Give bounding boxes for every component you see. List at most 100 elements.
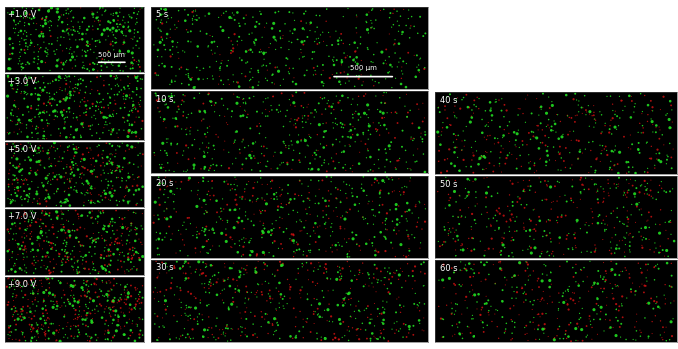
Point bbox=[38, 136, 49, 141]
Point bbox=[98, 156, 108, 162]
Point bbox=[94, 136, 105, 141]
Point bbox=[12, 280, 23, 285]
Point bbox=[626, 141, 637, 147]
Point bbox=[68, 162, 79, 168]
Point bbox=[399, 303, 410, 309]
Point bbox=[409, 235, 420, 240]
Point bbox=[58, 211, 69, 217]
Point bbox=[104, 269, 115, 275]
Point bbox=[125, 294, 136, 299]
Point bbox=[93, 152, 104, 157]
Point bbox=[656, 159, 666, 164]
Point bbox=[368, 222, 379, 227]
Point bbox=[535, 299, 546, 304]
Point bbox=[326, 155, 337, 161]
Point bbox=[573, 324, 584, 330]
Point bbox=[86, 192, 97, 197]
Point bbox=[450, 301, 461, 307]
Point bbox=[369, 234, 380, 240]
Point bbox=[523, 338, 534, 343]
Point bbox=[79, 95, 90, 101]
Point bbox=[344, 129, 355, 134]
Point bbox=[45, 101, 56, 106]
Point bbox=[445, 91, 456, 97]
Point bbox=[183, 112, 194, 117]
Point bbox=[98, 255, 109, 261]
Point bbox=[211, 323, 222, 329]
Point bbox=[605, 165, 616, 170]
Point bbox=[520, 268, 531, 274]
Point bbox=[596, 221, 607, 226]
Point bbox=[56, 295, 67, 300]
Point bbox=[267, 322, 278, 328]
Point bbox=[250, 331, 260, 337]
Point bbox=[9, 177, 20, 183]
Point bbox=[636, 206, 647, 212]
Point bbox=[462, 305, 473, 311]
Point bbox=[307, 49, 318, 55]
Point bbox=[40, 60, 51, 65]
Point bbox=[481, 137, 492, 142]
Point bbox=[649, 249, 660, 255]
Point bbox=[331, 136, 342, 142]
Point bbox=[224, 165, 235, 171]
Point bbox=[102, 298, 113, 303]
Point bbox=[172, 109, 182, 115]
Point bbox=[275, 185, 285, 190]
Point bbox=[14, 126, 25, 132]
Point bbox=[244, 78, 255, 83]
Point bbox=[59, 312, 70, 318]
Point bbox=[31, 124, 42, 129]
Point bbox=[153, 195, 164, 201]
Point bbox=[504, 229, 515, 234]
Point bbox=[52, 146, 63, 151]
Point bbox=[203, 314, 214, 320]
Point bbox=[317, 288, 327, 294]
Point bbox=[121, 26, 132, 32]
Point bbox=[64, 203, 75, 208]
Point bbox=[479, 248, 490, 253]
Point bbox=[449, 270, 460, 275]
Point bbox=[111, 54, 121, 59]
Point bbox=[327, 242, 338, 248]
Point bbox=[26, 339, 37, 344]
Point bbox=[592, 295, 603, 300]
Point bbox=[283, 211, 294, 217]
Point bbox=[641, 186, 652, 191]
Point bbox=[327, 319, 338, 325]
Point bbox=[635, 266, 646, 271]
Point bbox=[275, 28, 285, 34]
Point bbox=[605, 269, 616, 274]
Point bbox=[589, 249, 600, 254]
Point bbox=[20, 244, 31, 249]
Point bbox=[87, 101, 98, 107]
Point bbox=[159, 215, 170, 221]
Point bbox=[172, 141, 183, 147]
Point bbox=[15, 314, 26, 319]
Point bbox=[47, 222, 58, 228]
Point bbox=[6, 267, 17, 272]
Point bbox=[359, 93, 370, 99]
Point bbox=[417, 119, 428, 124]
Point bbox=[36, 29, 47, 35]
Point bbox=[525, 319, 536, 325]
Point bbox=[625, 146, 636, 152]
Point bbox=[218, 206, 229, 212]
Point bbox=[607, 108, 618, 113]
Point bbox=[60, 259, 71, 265]
Point bbox=[492, 136, 503, 141]
Point bbox=[292, 209, 303, 215]
Point bbox=[111, 76, 121, 81]
Point bbox=[226, 50, 237, 56]
Point bbox=[97, 12, 108, 18]
Point bbox=[296, 18, 306, 24]
Point bbox=[370, 262, 380, 268]
Point bbox=[499, 127, 510, 132]
Point bbox=[170, 79, 180, 84]
Point bbox=[244, 153, 255, 158]
Point bbox=[321, 18, 332, 24]
Point bbox=[101, 270, 112, 276]
Point bbox=[5, 110, 16, 116]
Point bbox=[403, 232, 414, 237]
Point bbox=[186, 270, 197, 276]
